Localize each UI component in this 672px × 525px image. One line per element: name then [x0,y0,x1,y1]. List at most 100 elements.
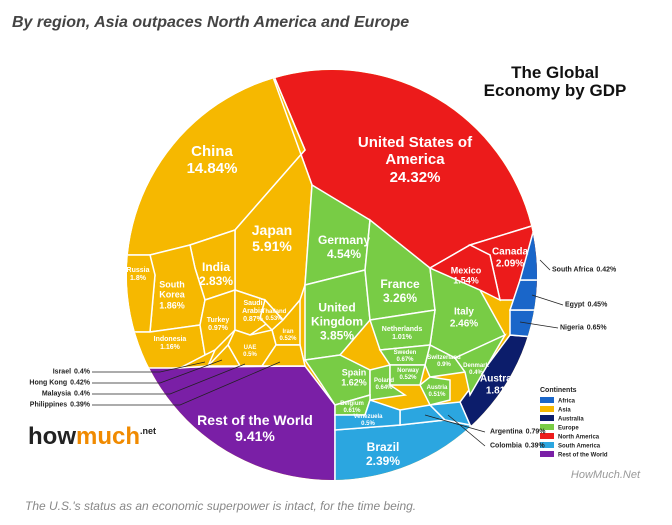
region-label: Switzerland 0.9% [424,355,464,369]
region-name: Indonesia [153,335,187,343]
value-label: 3.26% [382,291,418,305]
value-label: 0.53% [265,316,283,322]
region-label: Netherlands 1.01% [377,326,427,342]
legend-label: North America [558,435,600,441]
chart-title: The Global [511,63,599,82]
legend-swatch [540,424,554,430]
value-label: 0.4% [74,368,90,376]
region-label: Mexico 1.54% [446,266,486,287]
logo-part: how [28,423,76,450]
leader-line [531,294,564,306]
region-label: Norway 0.52% [390,368,426,382]
logo-part: much [76,423,140,450]
legend-label: South America [558,444,601,450]
value-label: 0.52% [399,375,417,381]
region-label: Saudi Arabia 0.87% [233,300,273,324]
region-name: Israel [52,368,72,376]
value-label: 0.52% [279,336,297,342]
region-name: Rest of the World [197,411,313,428]
region-label: Germany 4.54% [309,233,379,262]
value-label: 24.32% [389,168,441,186]
legend-label: Europe [558,426,579,432]
value-label: 0.42% [596,266,617,274]
region-label: Italy 2.46% [439,307,489,330]
region-name: France [380,277,420,292]
leader-line [519,321,559,329]
region [419,376,451,406]
region-label: Indonesia 1.16% [145,336,195,352]
region-name: Argentina [490,428,523,436]
value-label: 1.62% [341,378,367,388]
region-name: South Africa [552,266,594,274]
leader-line [539,259,551,271]
region-name: Japan [251,221,293,238]
value-label: 0.97% [208,325,228,332]
value-label: 5.91% [252,238,292,254]
region-label: Brazil 2.39% [353,440,413,469]
value-label: 1.01% [392,334,412,341]
value-label: 0.87% [243,316,263,324]
region-label: Venezuela 0.5% [338,414,398,428]
legend-label: Australia [558,417,584,423]
chart-title: Economy by GDP [484,81,627,100]
region-name: Malaysia [41,390,72,398]
callout-label: Argentina 0.79% [490,429,546,436]
region-label: South Korea 1.86% [152,279,192,310]
callout-label: Colombia 0.39% [490,443,545,450]
value-label: 0.39% [70,401,90,409]
callout-label: South Africa 0.42% [552,267,616,274]
region-label: France 3.26% [370,277,430,306]
region-name: UAE [243,345,257,352]
logo-part: .net [140,426,156,436]
callout-label: Nigeria 0.65% [560,325,607,332]
region-label: Russia 1.8% [120,267,156,283]
region-name: Norway [397,368,419,375]
value-label: 1.81% [485,385,515,396]
value-label: 2.39% [365,454,401,468]
value-label: 9.41% [235,428,275,444]
region-name: Saudi Arabia [242,299,264,315]
region-name: Australia [480,373,523,385]
value-label: 0.67% [396,357,414,363]
region-label: Spain 1.62% [334,368,374,389]
region-name: Turkey [206,316,230,324]
value-label: 0.61% [343,408,361,414]
region [304,269,371,361]
region [234,288,273,336]
region-label: Austria 0.51% [422,385,452,399]
region-label: Belgium 0.61% [334,401,370,415]
region-name: Russia [126,266,150,274]
watermark: HowMuch.Net [571,469,641,481]
region [453,333,507,398]
region-label: Rest of the World 9.41% [185,412,325,444]
header: By region, Asia outpaces North America a… [12,14,409,31]
region [179,348,217,369]
region-label: Iran 0.52% [270,329,306,343]
callout-label: Hong Kong 0.42% [29,380,90,387]
region-name: Austria [426,385,448,392]
region-label: United States of America 24.32% [345,134,485,186]
leader-line [92,359,223,384]
value-label: 2.46% [449,318,479,329]
region [428,244,502,302]
region-label: Poland 0.64% [366,378,402,392]
region-label: India 2.83% [191,260,241,289]
value-label: 0.4% [469,370,483,376]
region-name: Canada [491,246,529,258]
region-label: UAE 0.5% [235,345,265,359]
region-name: Germany [317,233,371,248]
legend-swatch [540,451,554,457]
value-label: 0.5% [243,352,257,358]
value-label: 1.16% [160,344,180,351]
region-name: Spain [341,367,367,378]
value-label: 0.65% [586,324,607,332]
region-name: Sweden [393,350,417,357]
region-name: Iran [282,329,294,336]
region-label: United Kingdom 3.85% [307,301,367,342]
callout-label: Philippines 0.39% [30,402,90,409]
region-name: Brazil [366,440,400,455]
region-name: Netherlands [381,325,423,333]
legend-swatch [540,433,554,439]
legend-swatch [540,442,554,448]
